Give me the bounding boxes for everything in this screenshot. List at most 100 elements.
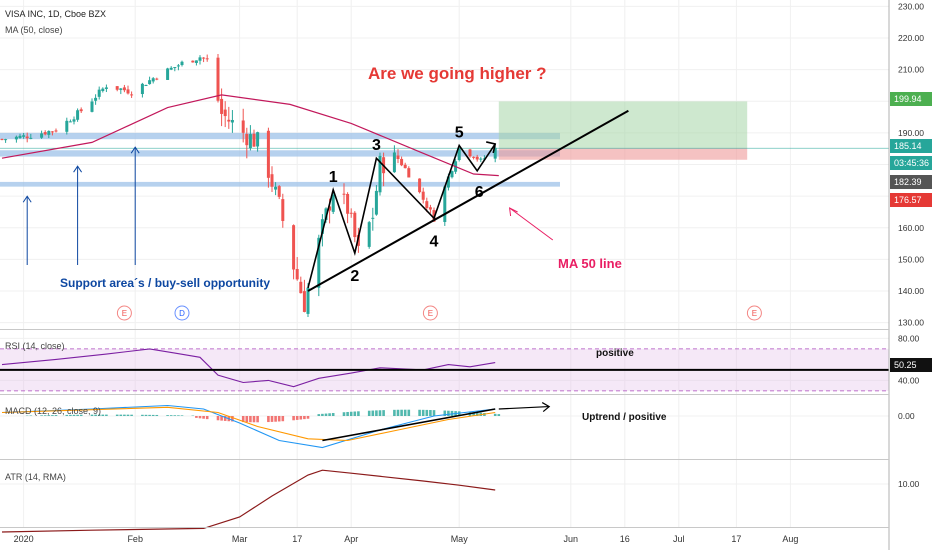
candle-body xyxy=(97,89,101,97)
candle-body xyxy=(374,190,378,215)
macd-histogram-bar xyxy=(231,416,234,422)
candle-body xyxy=(216,57,220,101)
candle-body xyxy=(198,57,202,61)
candle-body xyxy=(94,97,98,101)
macd-histogram-bar xyxy=(331,413,335,416)
macd-histogram-bar xyxy=(130,414,133,416)
support-arrowhead xyxy=(130,146,140,154)
countdown-badge: 03:45:36 xyxy=(890,156,932,170)
event-marker xyxy=(174,305,190,321)
macd-histogram-bar xyxy=(396,409,400,416)
candle-body xyxy=(396,155,400,159)
macd-histogram-bar xyxy=(256,416,259,423)
candle-body xyxy=(299,281,303,294)
macd-annotation: Uptrend / positive xyxy=(582,412,667,423)
x-tick-label: Feb xyxy=(127,534,143,544)
candle-body xyxy=(79,109,83,112)
candle-body xyxy=(479,158,483,160)
candle-body xyxy=(248,134,252,149)
headline-annotation: Are we going higher ? xyxy=(368,64,547,83)
candle-body xyxy=(155,78,159,80)
event-marker xyxy=(422,305,438,321)
macd-histogram-bar xyxy=(144,414,148,416)
macd-histogram-bar xyxy=(223,416,227,421)
x-tick-label: 17 xyxy=(292,534,302,544)
candle-body xyxy=(166,68,170,80)
macd-histogram-bar xyxy=(169,415,173,416)
candle-body xyxy=(371,217,375,219)
event-marker-label: E xyxy=(752,309,757,318)
candle-body xyxy=(104,87,108,89)
candle-body xyxy=(274,186,278,190)
support-trendline xyxy=(307,109,629,292)
candle-body xyxy=(72,119,76,122)
macd-histogram-bar xyxy=(321,413,324,416)
candle-body xyxy=(144,85,148,87)
macd-arrow xyxy=(498,405,550,410)
candle-body xyxy=(324,208,328,220)
candle-body xyxy=(403,164,407,169)
candle-body xyxy=(130,94,134,96)
macd-histogram-bar xyxy=(94,414,97,416)
candle-body xyxy=(76,110,80,120)
macd-histogram-bar xyxy=(47,415,51,416)
macd-histogram-bar xyxy=(51,415,54,416)
candle-body xyxy=(450,171,454,178)
candle-body xyxy=(245,133,249,146)
macd-histogram-bar xyxy=(475,412,479,416)
candle-body xyxy=(328,206,332,211)
candle-body xyxy=(457,148,461,161)
wave-label-4: 4 xyxy=(430,233,439,250)
symbol-title: VISA INC, 1D, Cboe BZX xyxy=(5,9,107,19)
candle-body xyxy=(425,201,429,208)
macd-histogram-bar xyxy=(43,415,47,416)
macd-histogram-bar xyxy=(40,415,43,416)
macd-histogram-bar xyxy=(407,409,411,416)
macd-histogram-bar xyxy=(220,416,223,421)
macd-histogram-bar xyxy=(346,411,349,416)
candle-body xyxy=(68,121,72,123)
rsi-annotation: positive xyxy=(596,348,634,359)
candle-body xyxy=(4,139,8,141)
y-tick-label: 220.00 xyxy=(898,33,924,43)
candle-body xyxy=(302,291,306,312)
x-tick-label: May xyxy=(451,534,469,544)
y-tick-label: 0.00 xyxy=(898,411,915,421)
macd-histogram-bar xyxy=(119,414,123,416)
macd-histogram-bar xyxy=(151,414,155,416)
macd-histogram-bar xyxy=(205,416,209,420)
macd-histogram-bar xyxy=(69,414,72,416)
candle-body xyxy=(468,149,472,157)
macd-histogram-bar xyxy=(241,416,245,423)
macd-histogram-bar xyxy=(497,414,501,416)
candle-body xyxy=(90,101,94,112)
candle-body xyxy=(331,194,335,212)
macd-histogram-bar xyxy=(198,416,202,419)
macd-histogram-bar xyxy=(72,414,76,416)
candle-body xyxy=(317,237,321,288)
candle-body xyxy=(400,158,404,166)
candle-body xyxy=(256,132,260,147)
macd-histogram-bar xyxy=(274,416,277,422)
macd-histogram-bar xyxy=(281,416,285,422)
candle-body xyxy=(54,130,58,132)
macd-histogram-bar xyxy=(472,412,475,416)
macd-histogram-bar xyxy=(180,415,184,416)
candle-body xyxy=(220,98,224,114)
macd-histogram-bar xyxy=(292,416,295,421)
macd-histogram-bar xyxy=(443,410,447,416)
candle-body xyxy=(252,133,256,147)
macd-histogram-bar xyxy=(382,410,385,416)
candle-body xyxy=(446,176,450,188)
y-tick-label: 80.00 xyxy=(898,333,920,343)
candle-body xyxy=(50,131,54,133)
candle-body xyxy=(392,152,396,173)
macd-arrowhead xyxy=(541,402,551,413)
macd-histogram-bar xyxy=(378,410,382,416)
macd-histogram-bar xyxy=(421,409,425,416)
macd-histogram-bar xyxy=(375,410,378,416)
macd-histogram-bar xyxy=(90,414,94,416)
wave-pattern xyxy=(307,143,496,289)
macd-histogram-bar xyxy=(101,414,105,416)
